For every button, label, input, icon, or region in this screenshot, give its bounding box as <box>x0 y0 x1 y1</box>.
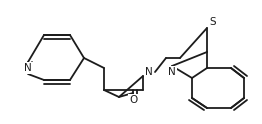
Text: N: N <box>145 67 153 77</box>
Text: O: O <box>129 95 137 105</box>
Text: N: N <box>168 67 176 77</box>
Text: N: N <box>24 63 32 73</box>
Text: S: S <box>210 17 216 27</box>
